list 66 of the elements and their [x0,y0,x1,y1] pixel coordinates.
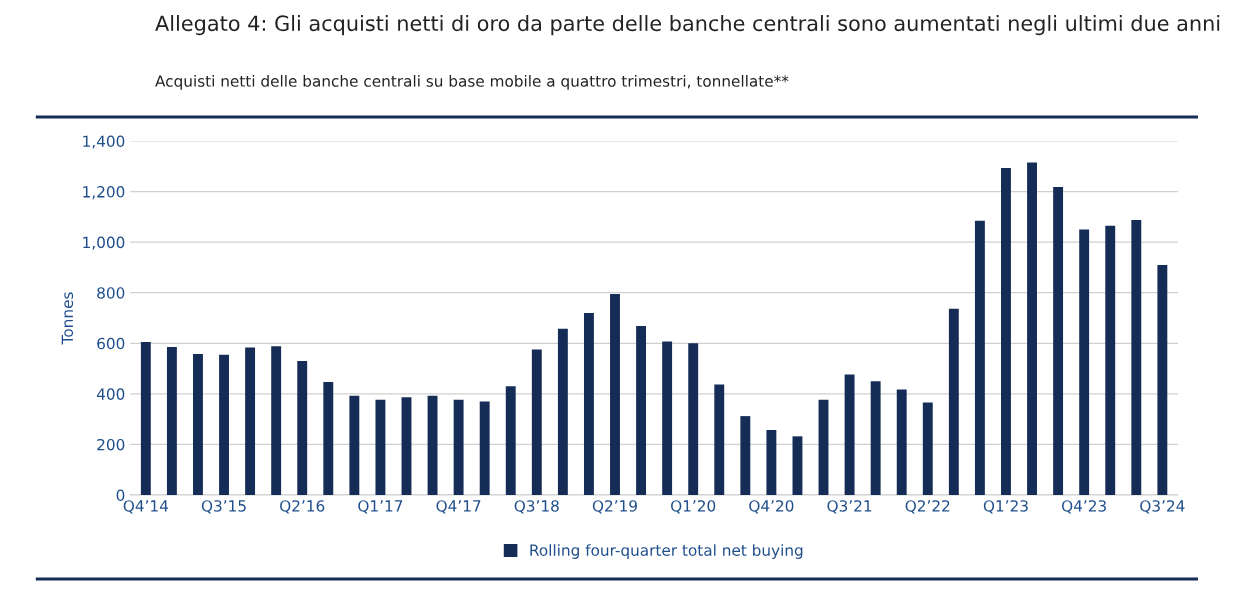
y-tick-label: 800 [97,287,125,299]
bar [219,354,229,495]
y-tick-label: 1,400 [83,135,125,149]
bar [401,397,412,495]
bar [610,293,620,495]
bar [740,416,751,495]
y-tick-label: 1,200 [83,186,125,200]
y-tick-label: 1,000 [83,236,125,250]
bar [1157,264,1168,495]
bar [792,436,803,495]
bar [870,381,881,495]
y-tick-label: 600 [97,337,125,350]
bar [714,384,725,495]
y-tick-label: 0 [116,489,125,502]
bar [245,347,256,495]
bar [479,401,490,495]
bar [531,349,542,495]
bar [583,312,594,495]
y-axis-title: Tonnes [61,292,74,345]
x-tick-label: Q4’20 [749,500,794,514]
bar [1131,219,1142,495]
bar [166,347,177,495]
bar [1105,225,1116,495]
bar [948,308,959,495]
bar [297,360,308,495]
bar [818,399,829,495]
x-tick-label: Q2’19 [592,500,637,514]
chart-subtitle: Acquisti netti delle banche centrali su base mobile a quattro trimestri, tonnellate** [155,75,789,90]
bar [140,342,151,495]
x-tick-label: Q3’21 [827,500,872,514]
bar [505,386,516,495]
bar [453,399,464,495]
x-tick-label: Q4’14 [123,500,168,514]
bar [636,326,647,495]
bar [662,341,673,495]
x-tick-label: Q4’23 [1062,500,1106,514]
x-tick-label: Q3’15 [201,500,246,514]
bar [844,374,855,495]
bar [922,402,933,495]
bar [193,353,203,495]
x-tick-label: Q4’17 [436,500,481,514]
bar [1079,229,1090,495]
x-tick-label: Q1’20 [671,500,716,514]
bar [271,346,282,495]
bar [974,220,985,495]
bar [375,399,386,495]
y-tick-label: 400 [96,388,125,400]
bar [1053,187,1064,495]
bar [427,395,438,495]
x-tick-label: Q3’18 [514,500,559,514]
bar [349,395,360,495]
bar [557,328,568,495]
x-tick-label: Q1’23 [983,500,1028,514]
x-tick-label: Q1’17 [358,500,403,514]
bar [896,389,907,495]
bar [1027,162,1037,495]
chart-title: Allegato 4: Gli acquisti netti di oro da parte delle banche centrali sono aumentati negli ultimi due anni [155,15,1220,36]
x-tick-label: Q2’22 [905,500,950,514]
x-tick-label: Q3’24 [1140,500,1185,514]
legend-label: Rolling four-quarter total net buying [530,544,803,559]
y-tick-label: 200 [97,438,125,451]
bar [323,381,334,495]
bar [1001,168,1011,495]
bar [766,430,777,495]
bar [688,343,699,495]
x-tick-label: Q2’16 [280,500,325,514]
